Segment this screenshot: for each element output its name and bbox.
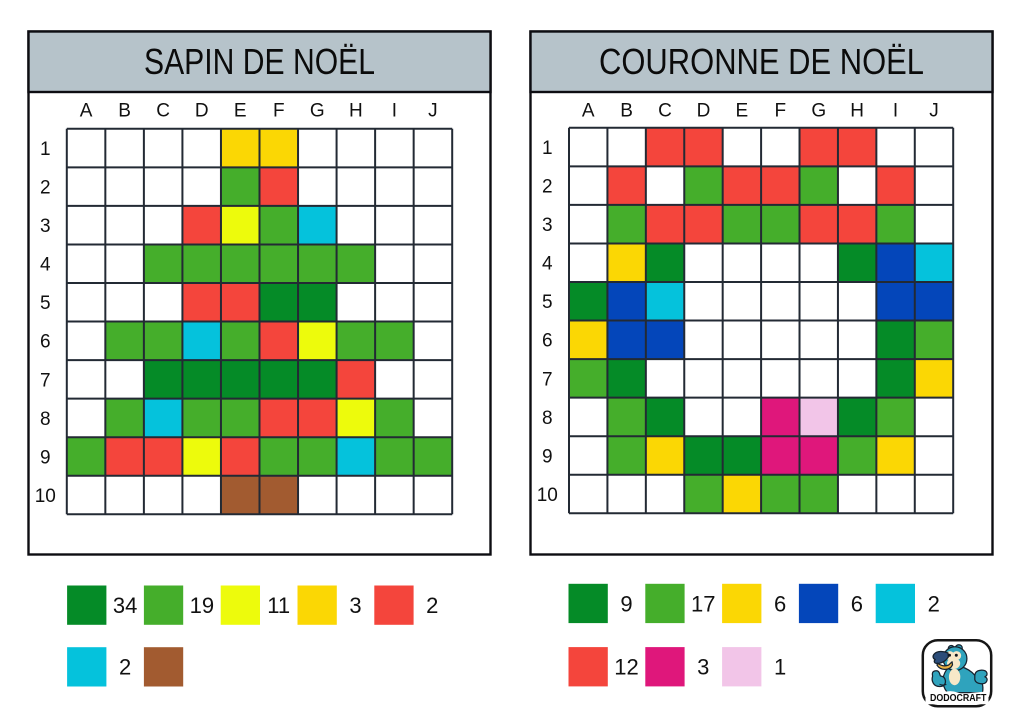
svg-text:6: 6 — [851, 591, 863, 616]
svg-text:9: 9 — [620, 591, 632, 616]
svg-text:F: F — [273, 101, 285, 122]
svg-text:9: 9 — [542, 446, 553, 467]
svg-text:12: 12 — [614, 655, 638, 680]
svg-text:G: G — [310, 101, 325, 122]
svg-text:J: J — [929, 101, 939, 122]
svg-text:17: 17 — [691, 591, 715, 616]
svg-text:F: F — [775, 101, 787, 122]
svg-text:5: 5 — [40, 293, 51, 314]
svg-text:3: 3 — [40, 216, 51, 237]
svg-text:2: 2 — [426, 593, 438, 618]
svg-text:A: A — [80, 101, 93, 122]
svg-text:E: E — [234, 101, 247, 122]
svg-text:1: 1 — [40, 139, 51, 160]
svg-text:3: 3 — [697, 655, 709, 680]
svg-text:6: 6 — [40, 332, 51, 353]
svg-text:C: C — [658, 101, 672, 122]
svg-text:8: 8 — [40, 409, 51, 430]
svg-text:J: J — [428, 101, 438, 122]
svg-text:H: H — [850, 101, 864, 122]
svg-text:D: D — [697, 101, 711, 122]
svg-text:11: 11 — [267, 593, 290, 618]
svg-text:10: 10 — [537, 485, 558, 506]
svg-text:5: 5 — [542, 292, 553, 313]
svg-text:A: A — [582, 101, 595, 122]
svg-text:6: 6 — [542, 331, 553, 352]
svg-text:19: 19 — [190, 593, 214, 618]
svg-text:2: 2 — [40, 178, 51, 199]
svg-text:SAPIN DE NOËL: SAPIN DE NOËL — [144, 41, 375, 82]
svg-text:COURONNE DE NOËL: COURONNE DE NOËL — [599, 41, 924, 82]
svg-text:3: 3 — [349, 593, 361, 618]
svg-text:7: 7 — [40, 370, 51, 391]
svg-text:9: 9 — [40, 447, 51, 468]
svg-text:G: G — [811, 101, 826, 122]
svg-text:10: 10 — [35, 486, 56, 507]
svg-text:2: 2 — [928, 591, 940, 616]
svg-text:DODOCRAFT: DODOCRAFT — [930, 693, 987, 704]
svg-text:C: C — [156, 101, 170, 122]
svg-text:2: 2 — [119, 655, 131, 680]
svg-text:B: B — [620, 101, 633, 122]
svg-text:E: E — [736, 101, 749, 122]
svg-text:1: 1 — [542, 138, 553, 159]
svg-text:7: 7 — [542, 369, 553, 390]
svg-text:4: 4 — [40, 255, 51, 276]
svg-text:I: I — [392, 101, 397, 122]
svg-text:D: D — [195, 101, 209, 122]
svg-text:34: 34 — [113, 593, 137, 618]
svg-text:H: H — [349, 101, 363, 122]
svg-text:8: 8 — [542, 408, 553, 429]
svg-text:I: I — [893, 101, 898, 122]
svg-text:1: 1 — [774, 655, 786, 680]
svg-text:3: 3 — [542, 215, 553, 236]
svg-text:2: 2 — [542, 177, 553, 198]
svg-text:4: 4 — [542, 254, 553, 275]
svg-text:6: 6 — [774, 591, 786, 616]
svg-text:B: B — [118, 101, 131, 122]
